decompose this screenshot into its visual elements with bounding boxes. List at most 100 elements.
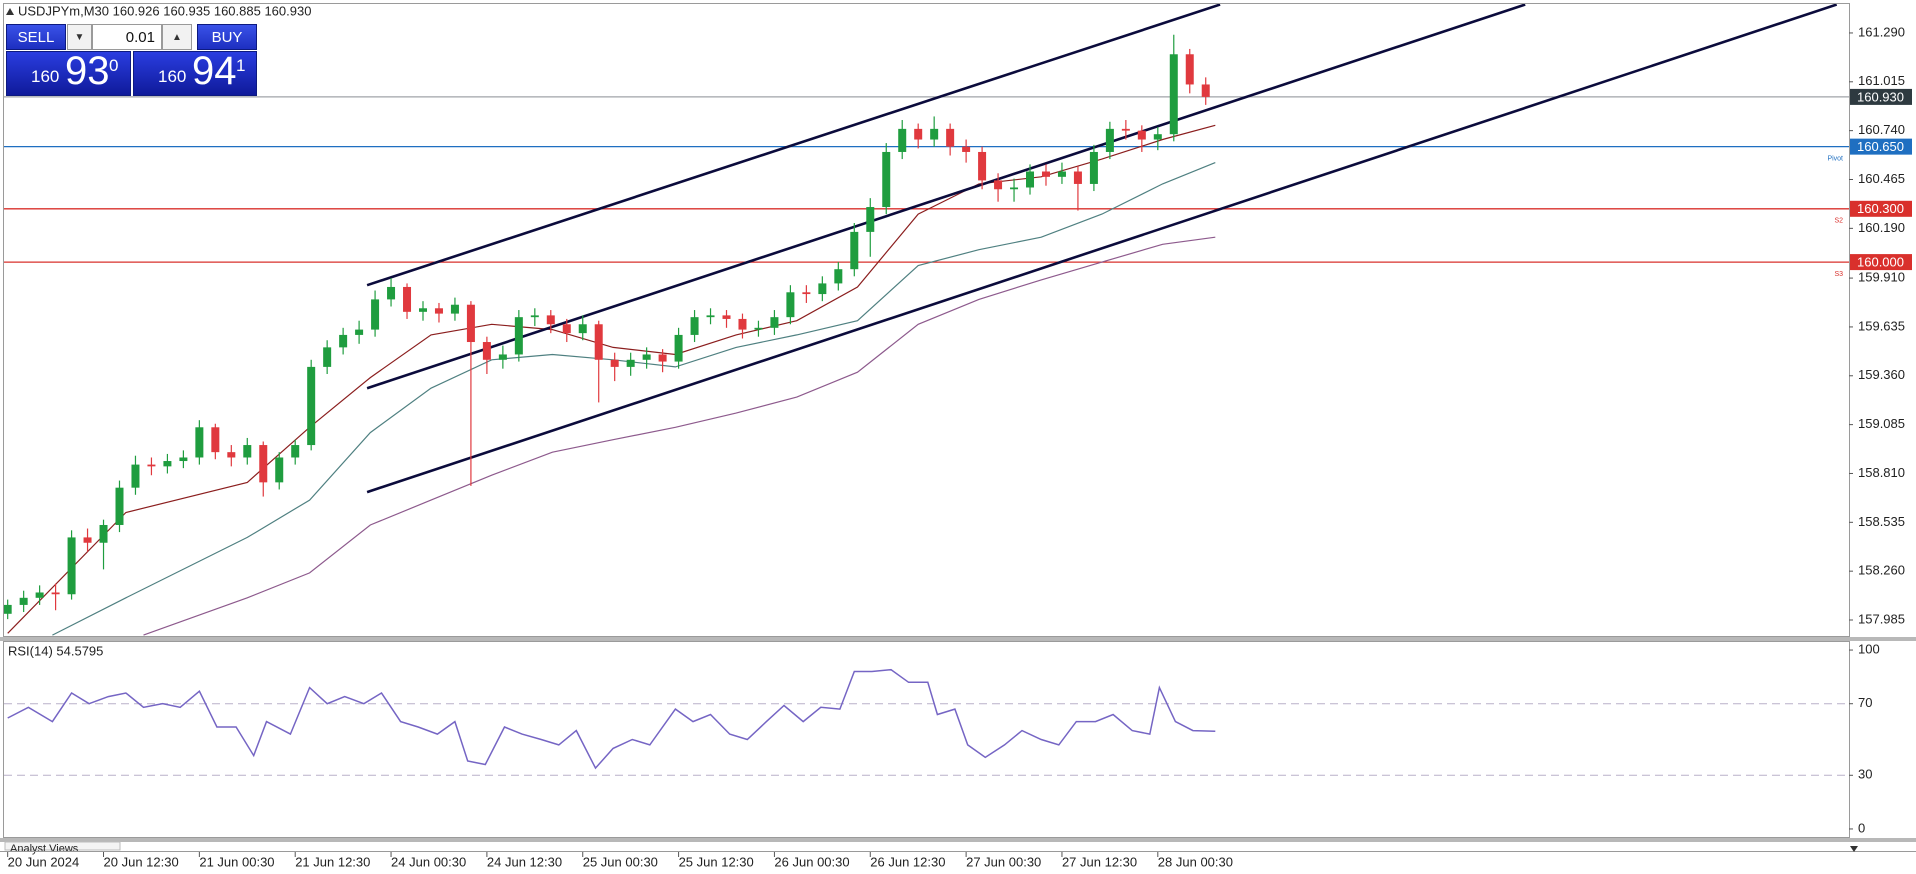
bid-quote[interactable]: 160 93 0 [6, 49, 131, 96]
candle-body [275, 457, 284, 483]
candle-body [1026, 171, 1035, 188]
tab[interactable] [4, 841, 121, 851]
bid-sup: 0 [109, 56, 119, 75]
lot-input[interactable]: 0.01 [92, 24, 162, 50]
candle-body [163, 461, 172, 467]
candle-body [642, 354, 651, 360]
y-tick-label: 159.085 [1858, 416, 1905, 431]
candle-body [978, 151, 987, 181]
candle-body [115, 487, 124, 525]
candle-body [802, 292, 811, 295]
level-tag: S3 [1834, 271, 1843, 278]
candle-body [434, 308, 443, 314]
scroll-icon [1850, 846, 1858, 852]
y-tick-label: 161.015 [1858, 73, 1905, 88]
candle-body [514, 317, 523, 355]
plot-frame [3, 3, 1850, 637]
candle-body [594, 324, 603, 360]
candle-body [307, 366, 316, 446]
x-tick-label: 24 Jun 00:30 [391, 854, 466, 869]
candle-body [530, 315, 539, 318]
candle-body [1010, 187, 1019, 190]
candle-body [67, 537, 76, 595]
candle-body [418, 308, 427, 312]
ask-quote[interactable]: 160 94 1 [133, 49, 257, 96]
candle-body [259, 445, 268, 483]
level-label-bg [1850, 200, 1912, 217]
candle-body [1057, 171, 1066, 177]
x-tick-label: 25 Jun 12:30 [679, 854, 754, 869]
x-tick-label: 20 Jun 12:30 [104, 854, 179, 869]
candle-body [914, 128, 923, 140]
candle-body [243, 445, 252, 458]
candle-body [818, 283, 827, 295]
y-tick-label: 0 [1858, 820, 1865, 835]
channel-line [366, 4, 1838, 494]
candle-body [1137, 130, 1146, 140]
candle-body [355, 329, 364, 335]
candle-body [994, 180, 1003, 190]
x-tick-label: 20 Jun 2024 [8, 854, 80, 869]
candle-body [147, 464, 156, 467]
candle-body [195, 427, 204, 458]
candle-body [1121, 128, 1130, 131]
ask-sup: 1 [236, 56, 246, 75]
level-label-bg [1850, 254, 1912, 271]
candle-body [866, 207, 875, 232]
candle-body [898, 128, 907, 152]
candle-body [786, 292, 795, 318]
candle-body [498, 354, 507, 360]
y-tick-label: 100 [1858, 641, 1880, 656]
candle-body [35, 592, 44, 598]
bid-main: 93 [65, 49, 110, 93]
y-tick-label: 160.740 [1858, 122, 1905, 137]
candle-body [610, 359, 619, 367]
x-tick-label: 24 Jun 12:30 [487, 854, 562, 869]
candle-body [626, 359, 635, 367]
y-tick-label: 157.985 [1858, 611, 1905, 626]
candle-body [706, 315, 715, 318]
panel-divider [0, 637, 1916, 641]
x-tick-label: 26 Jun 12:30 [870, 854, 945, 869]
lot-up[interactable]: ▲ [162, 24, 192, 50]
chart-header: USDJPYm,M30 160.926 160.935 160.885 160.… [18, 3, 311, 18]
y-tick-label: 160.465 [1858, 171, 1905, 186]
candle-body [962, 146, 971, 152]
candle-body [882, 151, 891, 208]
moving-average [52, 162, 1216, 636]
candle-body [1041, 171, 1050, 177]
channel-line [366, 4, 1221, 287]
x-tick-label: 21 Jun 12:30 [295, 854, 370, 869]
plot-area [4, 4, 1849, 636]
candle-body [1153, 134, 1162, 140]
candle-body [482, 342, 491, 360]
candle-body [690, 317, 699, 335]
candle-body [227, 452, 236, 458]
candle-body [179, 457, 188, 462]
tab-label[interactable]: Analyst Views [10, 843, 79, 855]
lot-down[interactable]: ▼ [67, 24, 92, 50]
candle-body [930, 128, 939, 140]
candle-body [339, 334, 348, 348]
level-tag: S2 [1834, 218, 1843, 225]
candle-body [4, 604, 12, 614]
sell-button[interactable]: SELL [6, 24, 66, 50]
candle-body [850, 231, 859, 270]
y-tick-label: 159.360 [1858, 367, 1905, 382]
y-tick-label: 159.635 [1858, 318, 1905, 333]
candle-body [323, 347, 332, 367]
candle-body [1073, 171, 1082, 184]
candle-body [99, 524, 108, 543]
rsi-line [7, 668, 1216, 770]
candle-body [834, 269, 843, 284]
candle-body [546, 315, 555, 325]
y-tick-label: 158.535 [1858, 514, 1905, 529]
candle-body [211, 427, 220, 453]
buy-button[interactable]: BUY [197, 24, 257, 50]
candle-body [770, 317, 779, 328]
candle-body [722, 315, 731, 319]
candle-body [1185, 54, 1194, 85]
level-label: 160.300 [1857, 201, 1904, 216]
